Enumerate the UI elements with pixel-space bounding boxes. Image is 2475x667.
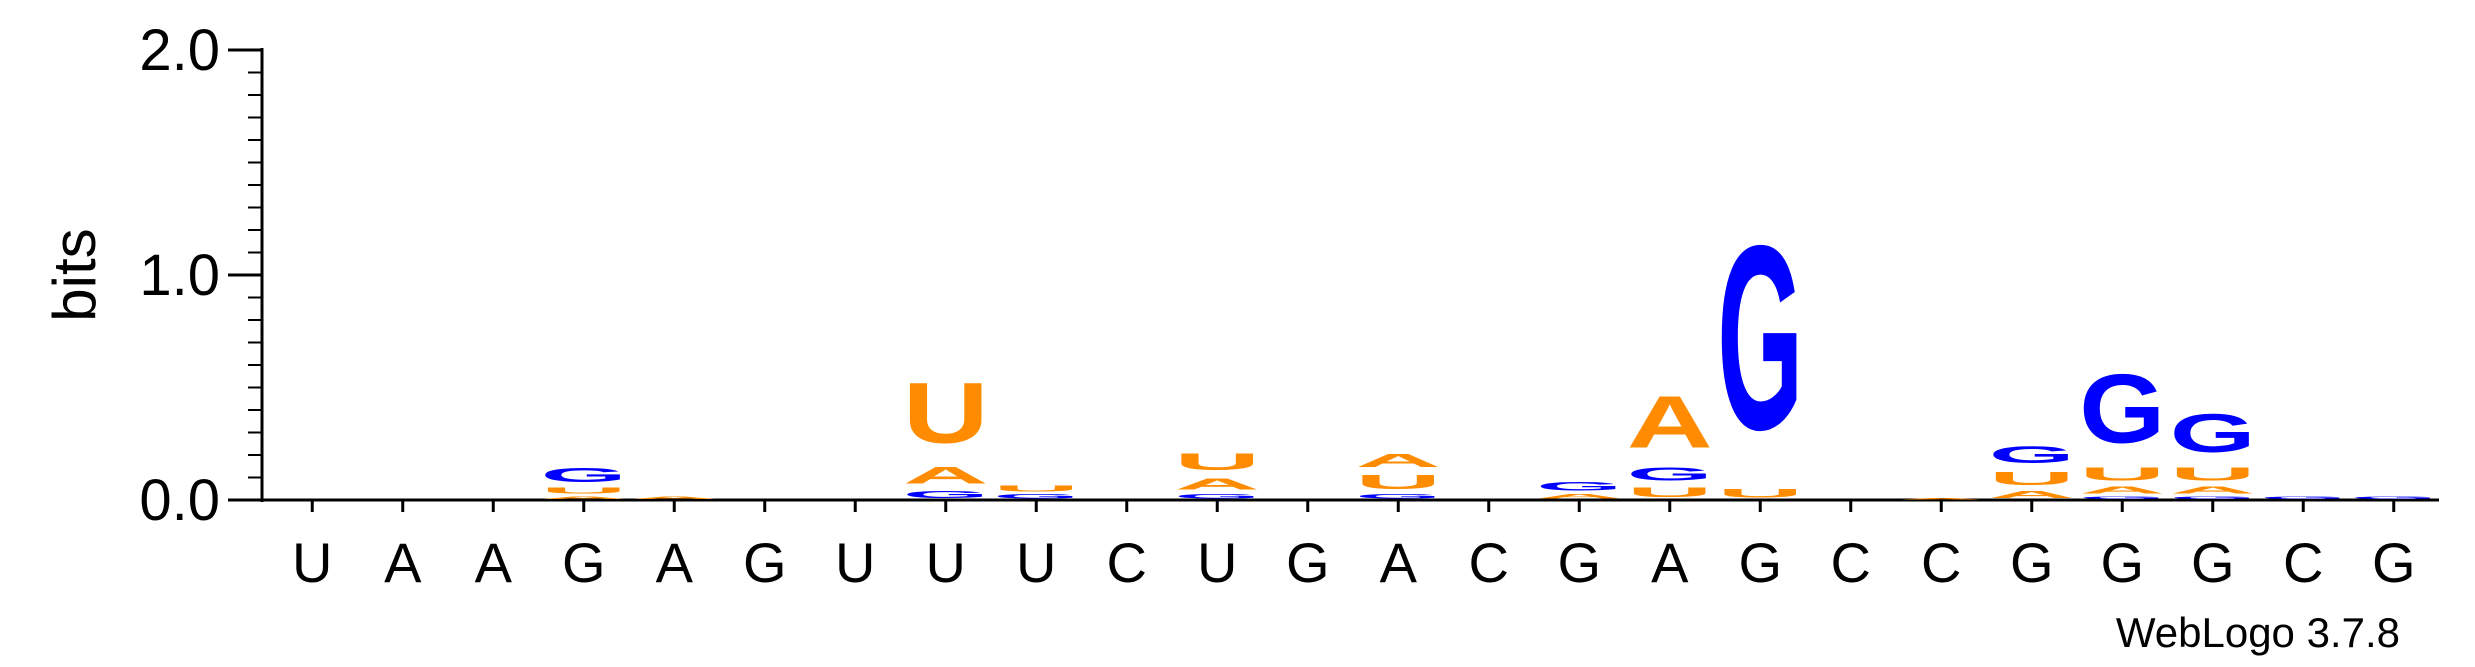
y-tick-label: 2.0: [139, 18, 220, 83]
y-axis-label: bits: [41, 228, 108, 321]
x-tick-label: G: [743, 531, 787, 594]
chart-axes: 2.01.00.0U A A G A G U U U C U G A C G A G C C G G G C G: [139, 18, 2439, 594]
logo-letter-g: G: [2170, 495, 2256, 500]
logo-letter-g: G: [1536, 480, 1622, 493]
x-tick-label: C: [1831, 531, 1871, 594]
logo-letter-u: U: [2079, 464, 2165, 484]
logo-letter-g: G: [1627, 464, 1713, 484]
x-tick-label: G: [1738, 531, 1782, 594]
x-tick-label: C: [1921, 531, 1961, 594]
logo-letter-g: G: [2351, 495, 2437, 500]
x-tick-label: G: [2372, 531, 2416, 594]
x-tick-label: A: [1380, 531, 1418, 594]
logo-letter-a: A: [1898, 498, 1984, 500]
logo-letter-g: G: [903, 489, 989, 500]
logo-letter-u: U: [1355, 471, 1441, 493]
logo-letter-g: G: [1717, 190, 1803, 485]
logo-letter-g: G: [1174, 493, 1260, 500]
logo-letter-u: U: [903, 366, 989, 462]
logo-letter-u: U: [1627, 484, 1713, 500]
logo-letter-u: U: [541, 486, 627, 495]
logo-letter-g: G: [541, 464, 627, 487]
x-tick-label: A: [656, 531, 694, 594]
x-tick-label: U: [926, 531, 966, 594]
x-tick-label: C: [2283, 531, 2323, 594]
logo-letter-u: U: [1717, 486, 1803, 500]
logo-letter-a: A: [2170, 484, 2256, 495]
x-tick-label: G: [2010, 531, 2054, 594]
x-tick-label: G: [2100, 531, 2144, 594]
logo-letter-g: G: [1989, 442, 2075, 469]
x-tick-label: G: [1286, 531, 1330, 594]
logo-letter-g: G: [2079, 354, 2165, 464]
logo-letter-a: A: [1355, 451, 1441, 471]
logo-letter-a: A: [2079, 484, 2165, 495]
x-tick-label: A: [384, 531, 422, 594]
x-tick-label: A: [1651, 531, 1689, 594]
x-tick-label: C: [1107, 531, 1147, 594]
logo-letter-g: G: [993, 493, 1079, 500]
logo-letter-u: U: [1174, 448, 1260, 475]
logo-letter-g: G: [2170, 403, 2256, 463]
x-tick-label: U: [292, 531, 332, 594]
x-tick-label: A: [475, 531, 513, 594]
logo-letter-u: U: [2170, 464, 2256, 484]
logo-letter-a: A: [903, 462, 989, 489]
y-tick-label: 1.0: [139, 243, 220, 308]
logo-letter-g: G: [1355, 493, 1441, 500]
logo-letter-a: A: [631, 495, 717, 499]
x-tick-label: C: [1469, 531, 1509, 594]
logo-letter-a: A: [541, 495, 627, 499]
x-tick-label: U: [1016, 531, 1056, 594]
logo-letter-a: A: [1627, 381, 1713, 464]
x-tick-label: U: [835, 531, 875, 594]
x-tick-label: U: [1197, 531, 1237, 594]
logo-letter-g: G: [2079, 495, 2165, 500]
logo-letter-u: U: [993, 484, 1079, 493]
weblogo-credit: WebLogo 3.7.8: [2116, 609, 2400, 656]
x-tick-label: G: [562, 531, 606, 594]
x-tick-label: G: [2191, 531, 2235, 594]
y-tick-label: 0.0: [139, 468, 220, 533]
logo-letter-a: A: [1536, 493, 1622, 500]
x-tick-label: G: [1557, 531, 1601, 594]
logo-letter-a: A: [1989, 489, 2075, 500]
logo-letter-a: A: [1174, 475, 1260, 493]
logo-letter-u: U: [1989, 469, 2075, 489]
logo-letter-g: G: [2260, 495, 2346, 500]
